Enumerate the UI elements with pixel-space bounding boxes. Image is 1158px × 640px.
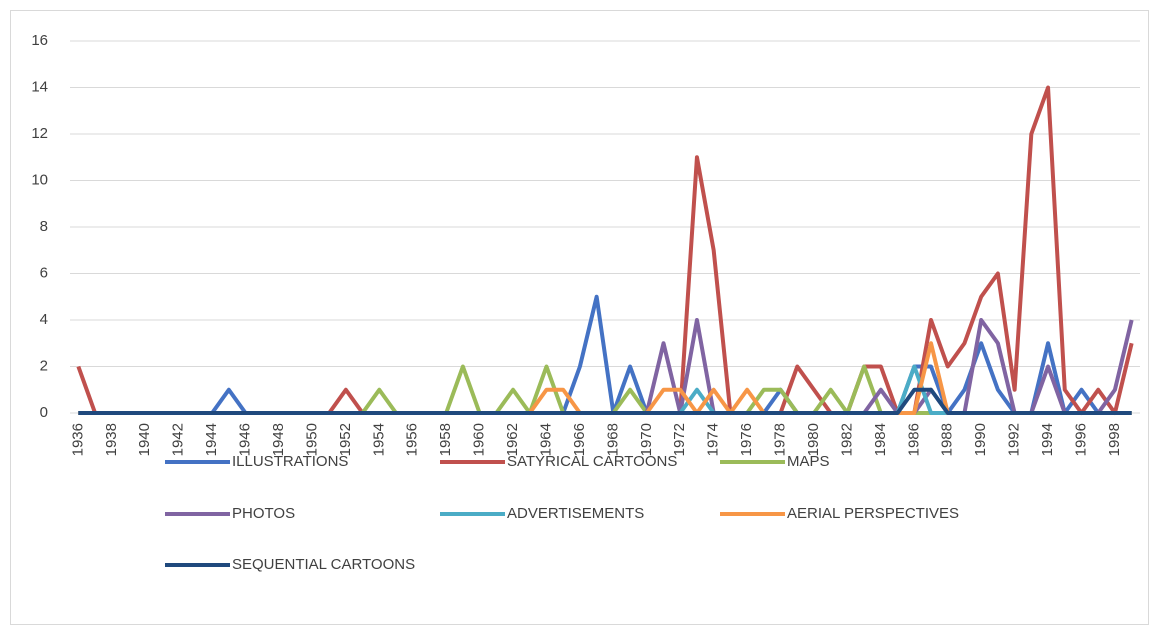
legend-label: MAPS xyxy=(787,453,830,470)
y-tick-label: 6 xyxy=(40,264,48,281)
y-tick-label: 0 xyxy=(40,404,48,421)
x-tick-label: 1992 xyxy=(1006,423,1023,456)
y-tick-label: 8 xyxy=(40,218,48,235)
x-tick-label: 1938 xyxy=(103,423,120,456)
series-line xyxy=(78,387,1132,415)
legend-label: ILLUSTRATIONS xyxy=(232,453,348,470)
x-tick-label: 1982 xyxy=(838,423,855,456)
x-tick-label: 1956 xyxy=(404,423,421,456)
x-tick-label: 1984 xyxy=(872,423,889,456)
legend-label: ADVERTISEMENTS xyxy=(507,505,644,522)
y-tick-label: 12 xyxy=(31,125,48,142)
x-tick-label: 1952 xyxy=(337,423,354,456)
x-tick-label: 1970 xyxy=(638,423,655,456)
y-tick-label: 16 xyxy=(31,32,48,49)
x-tick-label: 1946 xyxy=(237,423,254,456)
x-tick-label: 1986 xyxy=(905,423,922,456)
x-tick-label: 1978 xyxy=(772,423,789,456)
x-tick-label: 1998 xyxy=(1106,423,1123,456)
x-tick-label: 1948 xyxy=(270,423,287,456)
chart-frame xyxy=(10,10,1149,625)
x-tick-label: 1950 xyxy=(303,423,320,456)
x-tick-label: 1976 xyxy=(738,423,755,456)
x-tick-label: 1940 xyxy=(136,423,153,456)
y-tick-label: 2 xyxy=(40,357,48,374)
x-tick-label: 1954 xyxy=(370,423,387,456)
x-tick-label: 1996 xyxy=(1072,423,1089,456)
x-tick-label: 1974 xyxy=(705,423,722,456)
x-tick-label: 1966 xyxy=(571,423,588,456)
x-tick-label: 1962 xyxy=(504,423,521,456)
x-tick-label: 1988 xyxy=(939,423,956,456)
x-tick-label: 1936 xyxy=(69,423,86,456)
legend-label: AERIAL PERSPECTIVES xyxy=(787,505,959,522)
x-tick-label: 1958 xyxy=(437,423,454,456)
x-tick-label: 1944 xyxy=(203,423,220,456)
x-tick-label: 1994 xyxy=(1039,423,1056,456)
x-tick-label: 1942 xyxy=(170,423,187,456)
legend-label: SEQUENTIAL CARTOONS xyxy=(232,556,415,573)
x-tick-label: 1968 xyxy=(604,423,621,456)
x-tick-label: 1990 xyxy=(972,423,989,456)
x-tick-label: 1980 xyxy=(805,423,822,456)
legend-label: SATYRICAL CARTOONS xyxy=(507,453,677,470)
x-tick-label: 1960 xyxy=(471,423,488,456)
legend-label: PHOTOS xyxy=(232,505,295,522)
x-tick-label: 1964 xyxy=(537,423,554,456)
x-tick-label: 1972 xyxy=(671,423,688,456)
y-tick-label: 4 xyxy=(40,311,48,328)
y-tick-label: 10 xyxy=(31,171,48,188)
y-tick-label: 14 xyxy=(31,78,48,95)
